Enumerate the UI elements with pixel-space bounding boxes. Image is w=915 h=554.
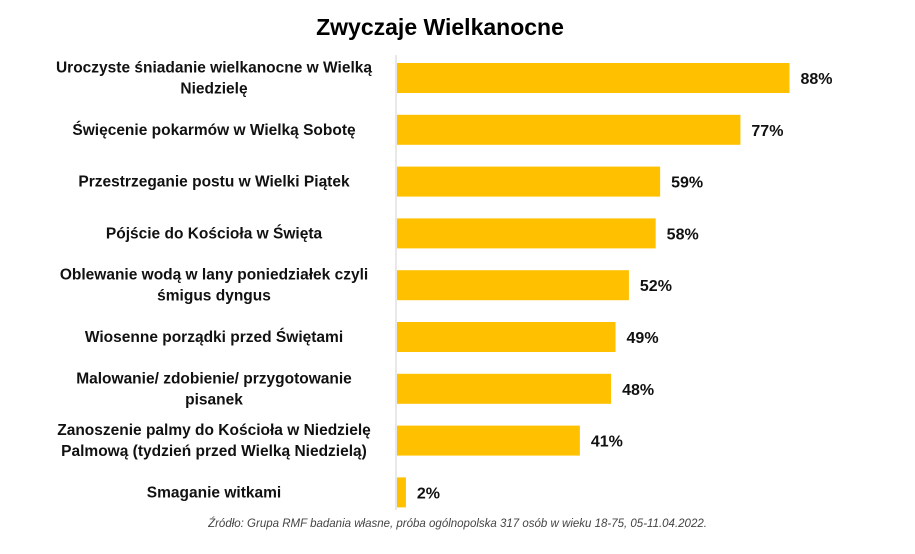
bar (397, 218, 656, 249)
category-label-line: Niedzielę (180, 81, 248, 98)
bar (397, 270, 629, 301)
category-label-line: Smaganie witkami (147, 484, 281, 501)
bar (397, 477, 406, 508)
category-label-line: Oblewanie wodą w lany poniedziałek czyli (60, 267, 368, 284)
data-label: 58% (667, 226, 699, 243)
bar (397, 425, 580, 456)
data-label: 49% (627, 330, 659, 347)
category-label: Przestrzeganie postu w Wielki Piątek (78, 174, 350, 191)
source-note: Źródło: Grupa RMF badania własne, próba … (208, 518, 707, 530)
category-label: Wiosenne porządki przed Świętami (85, 328, 343, 346)
category-label-line: Wiosenne porządki przed Świętami (85, 328, 343, 346)
data-label: 77% (751, 123, 783, 140)
bar (397, 322, 616, 352)
category-label-line: Przestrzeganie postu w Wielki Piątek (78, 174, 350, 191)
category-label-line: Pójście do Kościoła w Święta (106, 224, 323, 242)
chart-title: Zwyczaje Wielkanocne (316, 14, 564, 40)
data-label: 2% (417, 485, 440, 502)
category-label: Święcenie pokarmów w Wielką Sobotę (72, 121, 356, 139)
category-label: Pójście do Kościoła w Święta (106, 224, 323, 242)
bar (397, 63, 790, 93)
category-label-line: Palmową (tydzień przed Wielką Niedzielą) (61, 443, 367, 460)
category-label: Zanoszenie palmy do Kościoła w Niedzielę… (57, 422, 371, 460)
data-label: 88% (800, 71, 832, 88)
category-label-line: Uroczyste śniadanie wielkanocne w Wielką (56, 60, 372, 77)
data-label: 52% (640, 278, 672, 295)
category-label: Malowanie/ zdobienie/ przygotowanie pisan… (76, 370, 352, 408)
category-label-line: pisanek (185, 391, 243, 408)
category-label-line: śmigus dyngus (157, 288, 271, 305)
bar (397, 166, 661, 197)
bar (397, 114, 741, 145)
category-label: Uroczyste śniadanie wielkanocne w Wielką… (56, 60, 372, 98)
category-label-line: Malowanie/ zdobienie/ przygotowanie (76, 370, 352, 387)
data-label: 41% (591, 434, 623, 451)
category-label-line: Zanoszenie palmy do Kościoła w Niedzielę (57, 422, 371, 439)
category-label-line: Święcenie pokarmów w Wielką Sobotę (72, 121, 356, 139)
data-label: 59% (671, 175, 703, 192)
bar (397, 373, 612, 404)
data-label: 48% (622, 382, 654, 399)
category-label: Smaganie witkami (147, 484, 281, 501)
category-label: Oblewanie wodą w lany poniedziałek czyli… (60, 267, 368, 305)
